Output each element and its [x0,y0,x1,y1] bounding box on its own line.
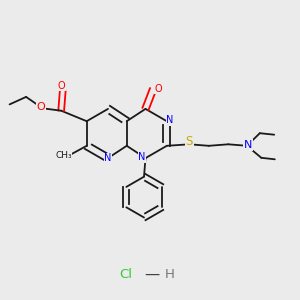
Text: —: — [144,267,159,282]
Text: N: N [104,153,112,163]
Text: N: N [138,152,146,162]
Text: Cl: Cl [119,268,133,281]
Text: O: O [37,102,46,112]
Text: S: S [186,135,193,148]
Text: N: N [244,140,252,150]
Text: N: N [166,115,173,125]
Text: O: O [154,84,162,94]
Text: CH₃: CH₃ [55,151,72,160]
Text: O: O [57,81,65,91]
Text: H: H [165,268,174,281]
